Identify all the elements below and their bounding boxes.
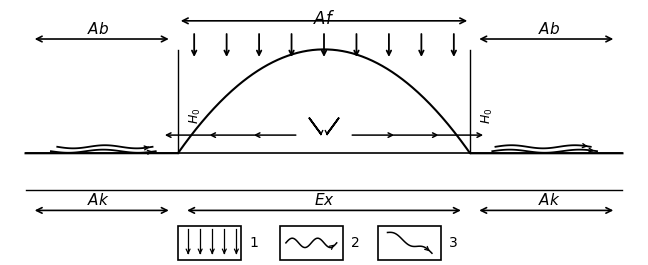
Text: $Af$: $Af$ (313, 10, 335, 28)
Text: $Ak$: $Ak$ (87, 192, 110, 208)
Text: $Ak$: $Ak$ (538, 192, 561, 208)
Bar (279, 226, 343, 260)
Text: $H_0$: $H_0$ (187, 107, 203, 124)
Bar (178, 226, 242, 260)
Text: $Ab$: $Ab$ (87, 21, 110, 37)
Text: $H_0$: $H_0$ (480, 107, 494, 124)
Text: 3: 3 (449, 236, 458, 250)
Text: $Ex$: $Ex$ (314, 192, 334, 208)
Text: 1: 1 (249, 236, 258, 250)
Text: $Ab$: $Ab$ (538, 21, 561, 37)
Bar (378, 226, 441, 260)
Text: 2: 2 (351, 236, 360, 250)
